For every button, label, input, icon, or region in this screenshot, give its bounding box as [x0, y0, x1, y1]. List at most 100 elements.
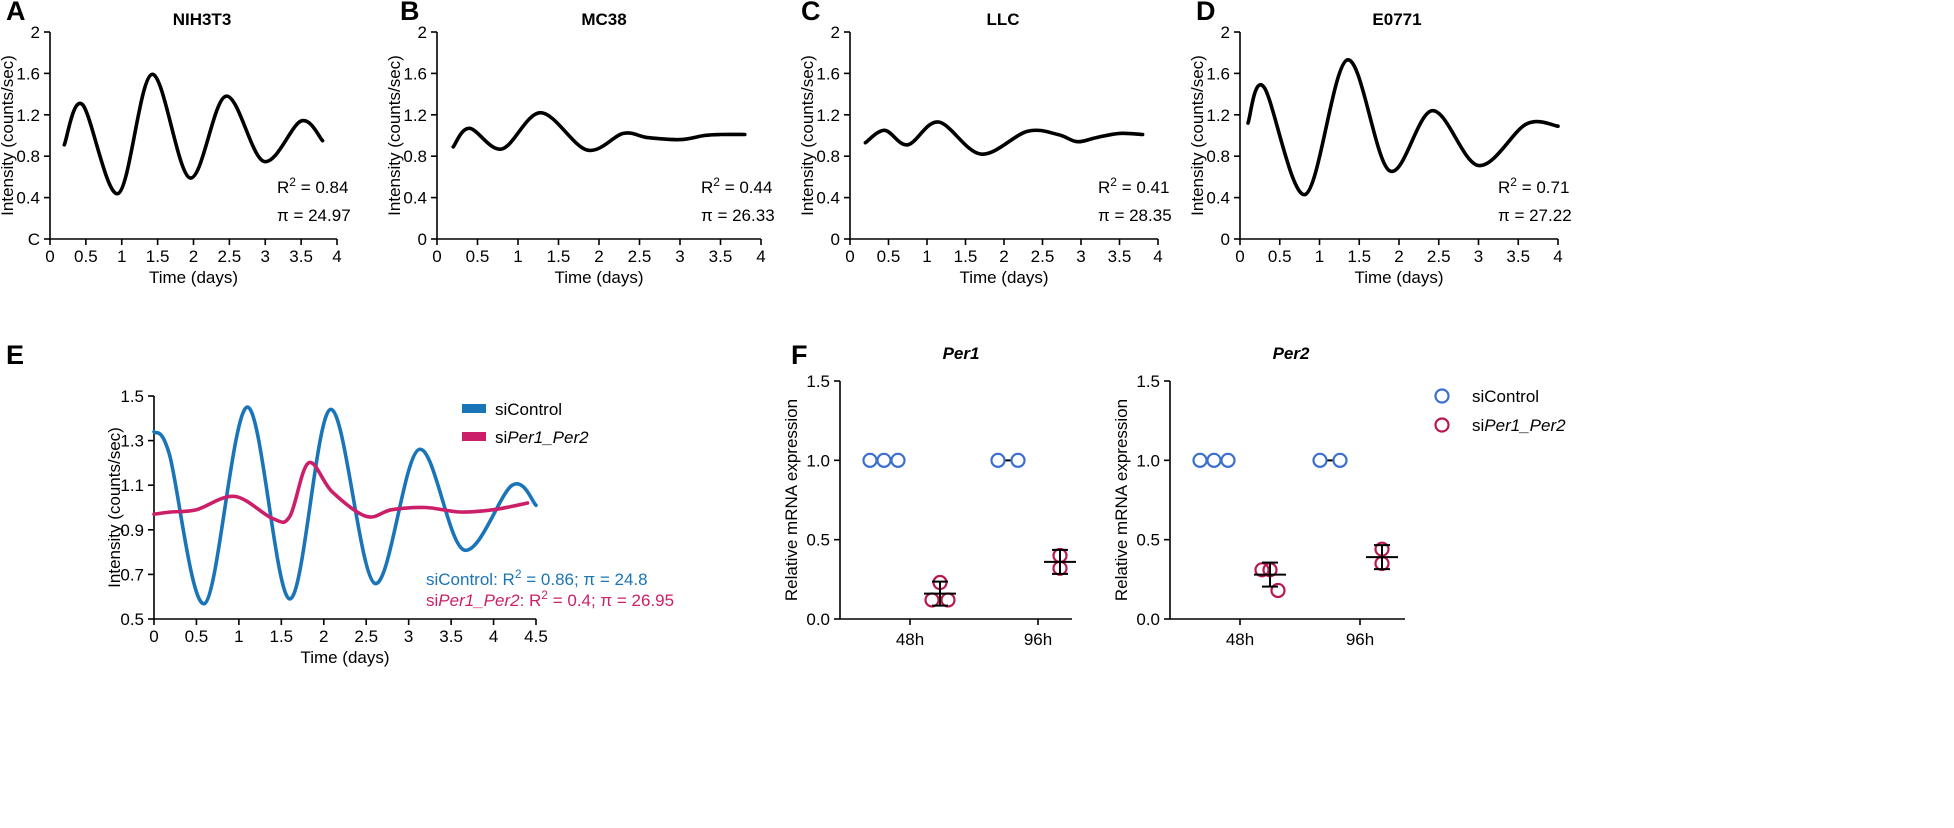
- period-label: π = 28.35: [1098, 206, 1172, 225]
- data-point: [890, 452, 906, 468]
- x-tick-label: 1.5: [270, 627, 294, 646]
- y-tick-label: 0.4: [816, 189, 840, 208]
- x-tick-label: 3: [404, 627, 413, 646]
- panel-letter: A: [6, 0, 26, 26]
- chart-panel-A: A C 0.4 0.8 1.2 1.6 2 Intensity (counts/sec) 0 0.…: [0, 0, 351, 287]
- panel-title: NIH3T3: [173, 10, 232, 29]
- data-point: [1192, 452, 1208, 468]
- panel-title: LLC: [986, 10, 1019, 29]
- x-tick-label: 4: [1553, 247, 1562, 266]
- y-tick-label: 1.2: [16, 106, 40, 125]
- x-tick-label: 4: [1153, 247, 1162, 266]
- data-point: [862, 452, 878, 468]
- y-tick-label: 0.0: [806, 610, 830, 629]
- x-tick-label: 0.5: [1268, 247, 1292, 266]
- panel-title: Per2: [1273, 344, 1310, 363]
- y-tick-label: C: [28, 230, 40, 249]
- chart-panel-F2: 0.0 0.5 1.0 1.5 Relative mRNA expression Per2…: [1112, 344, 1566, 649]
- x-tick-label: 96h: [1346, 630, 1374, 649]
- x-axis-title: Time (days): [554, 268, 643, 287]
- legend-marker: [1434, 388, 1450, 404]
- legend-label: siControl: [495, 400, 562, 419]
- panel-title: E0771: [1372, 10, 1421, 29]
- x-tick-label: 1.5: [1347, 247, 1371, 266]
- legend-label: siPer1_Per2: [1472, 416, 1566, 435]
- data-point: [1312, 452, 1328, 468]
- x-tick-label: 3: [1474, 247, 1483, 266]
- x-tick-label: 2: [189, 247, 198, 266]
- x-tick-label: 0: [432, 247, 441, 266]
- x-tick-label: 3.5: [439, 627, 463, 646]
- x-tick-label: 2: [1394, 247, 1403, 266]
- x-tick-label: 1.5: [547, 247, 571, 266]
- x-axis-title: Time (days): [959, 268, 1048, 287]
- series-line-0: [62, 72, 325, 196]
- series-line-0: [863, 120, 1145, 156]
- data-point: [876, 452, 892, 468]
- data-point: [940, 592, 956, 608]
- y-tick-label: 1.5: [120, 387, 144, 406]
- x-axis-title: Time (days): [300, 648, 389, 667]
- panel-letter: D: [1196, 0, 1216, 26]
- y-axis-title: Intensity (counts/sec): [105, 427, 124, 588]
- r-squared-label: R2 = 0.71: [1498, 175, 1569, 197]
- x-tick-label: 0.5: [185, 627, 209, 646]
- legend-label: siControl: [1472, 387, 1539, 406]
- data-point: [924, 592, 940, 608]
- chart-panel-C: C 0 0.4 0.8 1.2 1.6 2 Intensity (counts/sec) 0 0.…: [798, 0, 1172, 287]
- x-tick-label: 0: [149, 627, 158, 646]
- series-line-0: [451, 110, 747, 153]
- y-tick-label: 1.5: [1136, 372, 1160, 391]
- x-tick-label: 0: [45, 247, 54, 266]
- panel-letter: F: [791, 340, 808, 370]
- y-tick-label: 0.8: [403, 147, 427, 166]
- x-tick-label: 0.5: [877, 247, 901, 266]
- x-tick-label: 2.5: [354, 627, 378, 646]
- series-line-1: [152, 460, 530, 525]
- data-point: [990, 452, 1006, 468]
- y-tick-label: 1.6: [16, 64, 40, 83]
- y-tick-label: 0.4: [1206, 189, 1230, 208]
- y-tick-label: 0.9: [120, 521, 144, 540]
- y-tick-label: 1.6: [816, 64, 840, 83]
- series-stat-label: siControl: R2 = 0.86; π = 24.8: [426, 567, 648, 589]
- y-axis-title: Intensity (counts/sec): [0, 55, 17, 216]
- x-tick-label: 2.5: [1031, 247, 1055, 266]
- x-tick-label: 2: [594, 247, 603, 266]
- x-axis-title: Time (days): [1354, 268, 1443, 287]
- x-tick-label: 3: [675, 247, 684, 266]
- x-tick-label: 1.5: [954, 247, 978, 266]
- x-tick-label: 1.5: [146, 247, 170, 266]
- r-squared-label: R2 = 0.44: [701, 175, 772, 197]
- data-point: [1332, 452, 1348, 468]
- panel-title: MC38: [581, 10, 626, 29]
- y-tick-label: 0.8: [16, 147, 40, 166]
- series-line-0: [152, 405, 538, 606]
- y-tick-label: 0: [1221, 230, 1230, 249]
- x-tick-label: 0.5: [466, 247, 490, 266]
- legend-swatch: [462, 432, 486, 441]
- x-tick-label: 3: [1076, 247, 1085, 266]
- r-squared-label: R2 = 0.84: [277, 175, 348, 197]
- panel-title: Per1: [943, 344, 980, 363]
- legend-label: siPer1_Per2: [495, 428, 589, 447]
- y-tick-label: 2: [831, 23, 840, 42]
- x-tick-label: 2: [319, 627, 328, 646]
- x-tick-label: 1: [1315, 247, 1324, 266]
- data-point: [1270, 582, 1286, 599]
- x-tick-label: 0.5: [74, 247, 98, 266]
- y-tick-label: 2: [1221, 23, 1230, 42]
- y-tick-label: 1.2: [816, 106, 840, 125]
- x-tick-label: 2.5: [218, 247, 242, 266]
- y-tick-label: 0.8: [1206, 147, 1230, 166]
- y-tick-label: 0.5: [120, 610, 144, 629]
- legend-marker: [1434, 417, 1450, 433]
- x-tick-label: 2.5: [1427, 247, 1451, 266]
- x-tick-label: 4: [756, 247, 765, 266]
- chart-panel-D: D 0 0.4 0.8 1.2 1.6 2 Intensity (counts/sec) 0 0.…: [1188, 0, 1572, 287]
- x-tick-label: 3.5: [1506, 247, 1530, 266]
- period-label: π = 24.97: [277, 206, 351, 225]
- x-tick-label: 1: [234, 627, 243, 646]
- y-axis-title: Relative mRNA expression: [1112, 399, 1131, 601]
